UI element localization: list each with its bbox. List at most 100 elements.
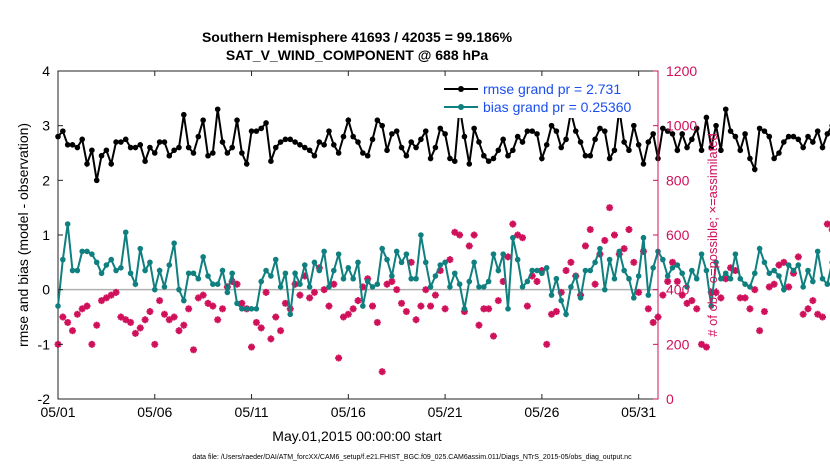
rmse-point xyxy=(539,155,545,162)
obs-count-marker xyxy=(581,242,589,250)
obs-count-marker xyxy=(248,343,256,351)
obs-count-marker xyxy=(756,327,764,335)
bias-point xyxy=(113,267,119,274)
legend-bias-label: bias grand pr = 0.25360 xyxy=(483,99,631,115)
rmse-point xyxy=(476,139,482,145)
rmse-point xyxy=(398,144,405,151)
bias-point xyxy=(345,265,352,271)
rmse-point xyxy=(118,139,124,145)
obs-count-marker xyxy=(59,313,67,321)
rmse-point xyxy=(461,133,468,140)
obs-count-marker xyxy=(799,310,807,318)
rmse-point xyxy=(137,142,144,148)
obs-count-marker xyxy=(330,280,338,288)
obs-count-marker xyxy=(73,310,81,318)
bias-point xyxy=(485,278,492,285)
bias-point xyxy=(118,265,124,271)
obs-count-marker xyxy=(475,321,483,329)
rmse-point xyxy=(427,155,434,162)
obs-count-marker xyxy=(320,286,328,294)
obs-count-marker xyxy=(310,288,318,296)
rmse-point xyxy=(631,122,637,129)
bias-point xyxy=(621,267,627,274)
obs-count-marker xyxy=(141,316,149,324)
rmse-point xyxy=(355,139,361,145)
y-right-tick-label: 1200 xyxy=(666,63,697,79)
rmse-point xyxy=(708,144,715,151)
bias-point xyxy=(461,306,468,312)
bias-point xyxy=(369,284,376,290)
rmse-point xyxy=(268,158,274,164)
bias-point xyxy=(814,248,821,255)
obs-count-marker xyxy=(272,313,280,321)
obs-count-marker xyxy=(127,318,135,326)
bias-point xyxy=(258,278,265,285)
rmse-point xyxy=(505,152,511,159)
rmse-point xyxy=(219,139,226,145)
bias-point xyxy=(316,267,323,274)
bias-point xyxy=(263,267,269,274)
rmse-point xyxy=(147,144,153,151)
obs-count-marker xyxy=(170,313,178,321)
obs-count-marker xyxy=(160,310,168,318)
bias-point xyxy=(674,262,681,268)
rmse-point xyxy=(364,152,371,159)
bias-point xyxy=(795,262,802,268)
obs-count-marker xyxy=(601,236,609,244)
y-left-tick-label: 4 xyxy=(42,63,50,79)
obs-count-marker xyxy=(296,291,304,299)
bias-point xyxy=(645,292,652,298)
obs-count-marker xyxy=(606,204,614,212)
obs-count-marker xyxy=(209,302,217,310)
y-right-axis-ticks: 0 200 400 600 800 1000 1200 xyxy=(653,63,697,407)
bias-point xyxy=(650,265,656,271)
rmse-point xyxy=(176,144,182,151)
obs-count-marker xyxy=(494,297,502,305)
bias-point xyxy=(360,303,366,309)
rmse-point xyxy=(650,131,656,137)
bias-point xyxy=(147,259,153,266)
rmse-point xyxy=(190,150,197,156)
rmse-point xyxy=(577,139,584,145)
bias-point xyxy=(166,262,173,268)
obs-count-marker xyxy=(446,256,454,264)
rmse-point xyxy=(785,133,792,140)
bias-point xyxy=(713,259,719,266)
bias-point xyxy=(205,273,211,279)
rmse-point xyxy=(451,158,458,164)
bias-point xyxy=(190,270,197,277)
rmse-point xyxy=(514,133,521,140)
obs-count-marker xyxy=(354,297,362,305)
y-left-axis-ticks: -2 -1 0 1 2 3 4 xyxy=(38,63,63,407)
obs-count-marker xyxy=(673,277,681,285)
obs-count-marker xyxy=(659,291,667,299)
y-left-tick-label: 1 xyxy=(42,227,50,243)
obs-count-marker xyxy=(804,305,812,313)
data-file-footer: data file: /Users/raeder/DAI/ATM_forcXX/… xyxy=(192,454,632,461)
bias-point xyxy=(432,273,439,279)
rmse-point xyxy=(156,139,163,145)
legend-box xyxy=(442,80,655,118)
rmse-point xyxy=(195,133,202,140)
bias-point xyxy=(742,281,748,288)
obs-count-marker xyxy=(219,305,227,313)
obs-count-marker xyxy=(98,297,106,305)
bias-point xyxy=(810,278,816,285)
obs-count-marker xyxy=(107,291,115,299)
chart-title-line2: SAT_V_WIND_COMPONENT @ 688 hPa xyxy=(226,47,489,63)
obs-count-marker xyxy=(823,220,830,228)
bias-point xyxy=(98,270,105,277)
bias-point xyxy=(490,251,497,257)
obs-count-marker xyxy=(146,308,154,316)
rmse-point xyxy=(379,122,385,129)
bias-point xyxy=(664,273,671,279)
rmse-point xyxy=(640,161,647,167)
obs-count-marker xyxy=(156,297,164,305)
bias-point xyxy=(660,256,666,263)
bias-point xyxy=(597,245,603,252)
bias-point xyxy=(819,275,826,282)
bias-point xyxy=(292,270,298,277)
rmse-point xyxy=(732,133,739,140)
obs-count-marker xyxy=(112,288,120,296)
bias-point xyxy=(103,262,110,268)
